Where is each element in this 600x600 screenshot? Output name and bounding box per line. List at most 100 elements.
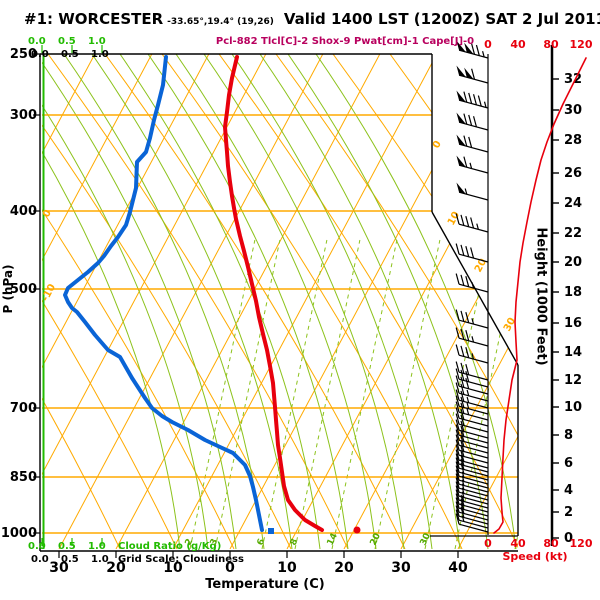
cloud-scale-bottom-black: 1.0 bbox=[91, 554, 109, 565]
pressure-axis-title: P (hPa) bbox=[1, 264, 15, 314]
speed-tick-label-bottom: 40 bbox=[510, 537, 526, 550]
isotherm-line bbox=[400, 54, 518, 549]
isotherm-line bbox=[172, 54, 438, 549]
wind-barb-full bbox=[460, 498, 465, 510]
isotherm-line bbox=[115, 54, 381, 549]
height-tick-label: 2 bbox=[564, 505, 573, 520]
wind-barb-full bbox=[465, 378, 470, 389]
grid-scale-label: Grid Scale: Cloudiness bbox=[118, 554, 244, 565]
temperature-tick-label: 10 bbox=[163, 560, 183, 576]
wind-barb bbox=[455, 453, 489, 473]
wind-barb-pennant bbox=[456, 155, 466, 168]
temperature-tick-label: 40 bbox=[448, 560, 468, 576]
wind-barb-full bbox=[460, 458, 465, 470]
temperature-axis-title: Temperature (C) bbox=[205, 577, 325, 592]
wind-barb-full bbox=[455, 457, 460, 469]
wind-barb bbox=[455, 485, 489, 505]
wind-barb-full bbox=[460, 369, 465, 381]
wind-barb-full bbox=[455, 434, 460, 446]
wind-barb-full bbox=[455, 461, 460, 473]
wind-barb bbox=[455, 501, 489, 521]
wind-barb bbox=[455, 375, 489, 395]
mixing-ratio-value-label: 8 bbox=[289, 537, 301, 547]
mixing-ratio-value-label: 2 bbox=[184, 537, 196, 547]
wind-barb bbox=[455, 389, 489, 409]
height-tick-label: 28 bbox=[564, 133, 582, 148]
moist-adiabat-line bbox=[63, 54, 265, 549]
moist-adiabat-line bbox=[231, 54, 433, 549]
wind-barb-full bbox=[455, 375, 460, 387]
wind-barb-full bbox=[455, 444, 460, 456]
wind-barb-full bbox=[455, 389, 460, 401]
dry-adiabat-line bbox=[275, 54, 518, 549]
pressure-tick-label: 500 bbox=[10, 282, 37, 297]
wind-barb bbox=[455, 505, 489, 525]
wind-barb-full bbox=[465, 276, 470, 287]
height-tick-label: 16 bbox=[564, 316, 582, 331]
wind-barb-full bbox=[455, 413, 460, 425]
wind-barb-full bbox=[465, 312, 470, 323]
height-tick-label: 12 bbox=[564, 373, 582, 388]
wind-barb bbox=[455, 444, 489, 464]
wind-barb-full bbox=[455, 419, 460, 431]
pressure-tick-label: 400 bbox=[10, 204, 37, 219]
wind-barb-full bbox=[460, 274, 465, 286]
station-name: #1: WORCESTER bbox=[24, 10, 164, 28]
moist-adiabat-line bbox=[42, 54, 237, 549]
height-tick-label: 20 bbox=[564, 255, 582, 270]
wind-barb-pennant bbox=[456, 40, 466, 53]
wind-barb-full bbox=[455, 361, 460, 373]
wind-barb-pennant bbox=[456, 65, 466, 78]
wind-barb-full bbox=[455, 439, 460, 451]
wind-barb-pennant bbox=[464, 42, 474, 55]
cloud-scale-bottom-green: 0.5 bbox=[58, 541, 76, 552]
wind-barb-full bbox=[463, 156, 468, 168]
mixing-ratio-value-label: 14 bbox=[326, 532, 340, 548]
isotherm-line bbox=[42, 54, 153, 549]
wind-barb bbox=[455, 449, 489, 469]
wind-barb-full bbox=[468, 136, 473, 148]
wind-barb-full bbox=[455, 509, 460, 521]
wind-barb-half bbox=[466, 389, 470, 396]
height-axis-title: Height (1000 Feet) bbox=[533, 227, 549, 366]
moist-adiabat-line bbox=[91, 54, 293, 549]
skewt-grid bbox=[42, 54, 600, 549]
wind-barb bbox=[455, 513, 489, 533]
dry-adiabat-line bbox=[561, 54, 600, 549]
moist-adiabat-line bbox=[175, 54, 377, 549]
wind-barb-half bbox=[483, 101, 487, 108]
mixing-ratio-line bbox=[331, 239, 398, 549]
wind-barb-full bbox=[465, 371, 470, 382]
surface-temperature-marker bbox=[353, 526, 361, 534]
wind-barb-full bbox=[460, 214, 465, 226]
wind-barb-pennant bbox=[456, 90, 466, 103]
wind-barb-full bbox=[460, 402, 465, 414]
pressure-tick-label: 300 bbox=[10, 108, 37, 123]
wind-barb bbox=[455, 361, 489, 381]
temperature-trace bbox=[223, 55, 324, 532]
dry-adiabat-line bbox=[389, 54, 518, 549]
wind-barb-full bbox=[455, 449, 460, 461]
speed-tick-label-bottom: 120 bbox=[570, 537, 593, 550]
pressure-tick-label: 700 bbox=[10, 401, 37, 416]
dry-adiabat-line bbox=[42, 54, 121, 549]
wind-barb-half bbox=[482, 51, 485, 58]
dry-adiabat-line bbox=[218, 54, 518, 549]
isotherm-value-label: 0 bbox=[431, 139, 444, 150]
wind-barb bbox=[456, 155, 489, 174]
height-tick-label: 6 bbox=[564, 456, 573, 471]
speed-tick-label-top: 0 bbox=[484, 38, 492, 51]
speed-tick-label-bottom: 0 bbox=[484, 537, 492, 550]
temperature-tick-label: 30 bbox=[49, 560, 69, 576]
wind-barb-full bbox=[463, 135, 468, 147]
height-tick-label: 22 bbox=[564, 226, 582, 241]
moist-adiabat-line bbox=[287, 54, 489, 549]
isotherm-line bbox=[58, 54, 324, 549]
wind-barb bbox=[455, 477, 489, 497]
wind-barb-half bbox=[461, 515, 465, 522]
wind-barb-full bbox=[468, 92, 473, 104]
wind-barb-half bbox=[469, 162, 473, 169]
wind-barb bbox=[455, 424, 489, 444]
wind-barb bbox=[455, 465, 489, 485]
temperature-tick-label: 0 bbox=[225, 560, 235, 576]
